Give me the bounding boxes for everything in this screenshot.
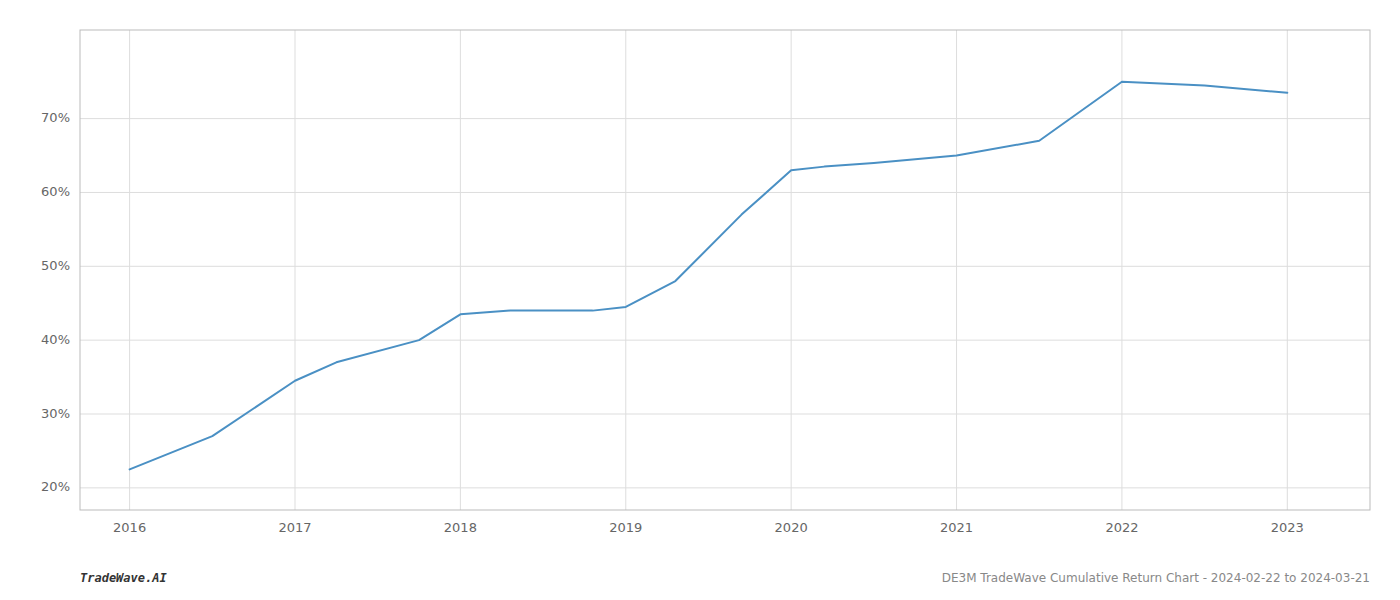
y-grid-line [80, 266, 1370, 267]
y-tick-label: 70% [41, 110, 70, 125]
chart-container: 20% 30% 40% 50% 60% 70% 2016 2017 2018 2019 2020 20… [0, 0, 1400, 600]
x-grid-line [956, 30, 957, 510]
x-grid-line [1287, 30, 1288, 510]
chart: 20% 30% 40% 50% 60% 70% 2016 2017 2018 2019 2020 20… [0, 0, 1400, 600]
data-group [130, 82, 1288, 470]
y-grid-line [80, 340, 1370, 341]
x-tick-label: 2017 [278, 520, 311, 535]
y-tick-label: 20% [41, 479, 70, 494]
y-tick-label: 40% [41, 332, 70, 347]
y-tick-label: 60% [41, 184, 70, 199]
data-line [130, 82, 1288, 470]
x-grid-line [295, 30, 296, 510]
x-grid-line [1121, 30, 1122, 510]
x-tick-label: 2023 [1271, 520, 1304, 535]
axes: 20% 30% 40% 50% 60% 70% 2016 2017 2018 2019 2020 20… [41, 30, 1370, 535]
x-grid-line [129, 30, 130, 510]
y-grid-line [80, 118, 1370, 119]
footer-left: TradeWave.AI [80, 571, 167, 585]
y-tick-label: 50% [41, 258, 70, 273]
x-tick-label: 2022 [1105, 520, 1138, 535]
x-grid-line [460, 30, 461, 510]
plot-frame [80, 30, 1370, 510]
grid [80, 30, 1370, 510]
y-tick-label: 30% [41, 406, 70, 421]
x-tick-label: 2020 [775, 520, 808, 535]
x-tick-label: 2019 [609, 520, 642, 535]
y-grid-line [80, 192, 1370, 193]
x-tick-label: 2021 [940, 520, 973, 535]
y-grid-line [80, 414, 1370, 415]
y-grid-line [80, 487, 1370, 488]
x-grid-line [791, 30, 792, 510]
footer-right: DE3M TradeWave Cumulative Return Chart -… [942, 571, 1370, 585]
x-tick-label: 2016 [113, 520, 146, 535]
x-tick-label: 2018 [444, 520, 477, 535]
x-grid-line [625, 30, 626, 510]
